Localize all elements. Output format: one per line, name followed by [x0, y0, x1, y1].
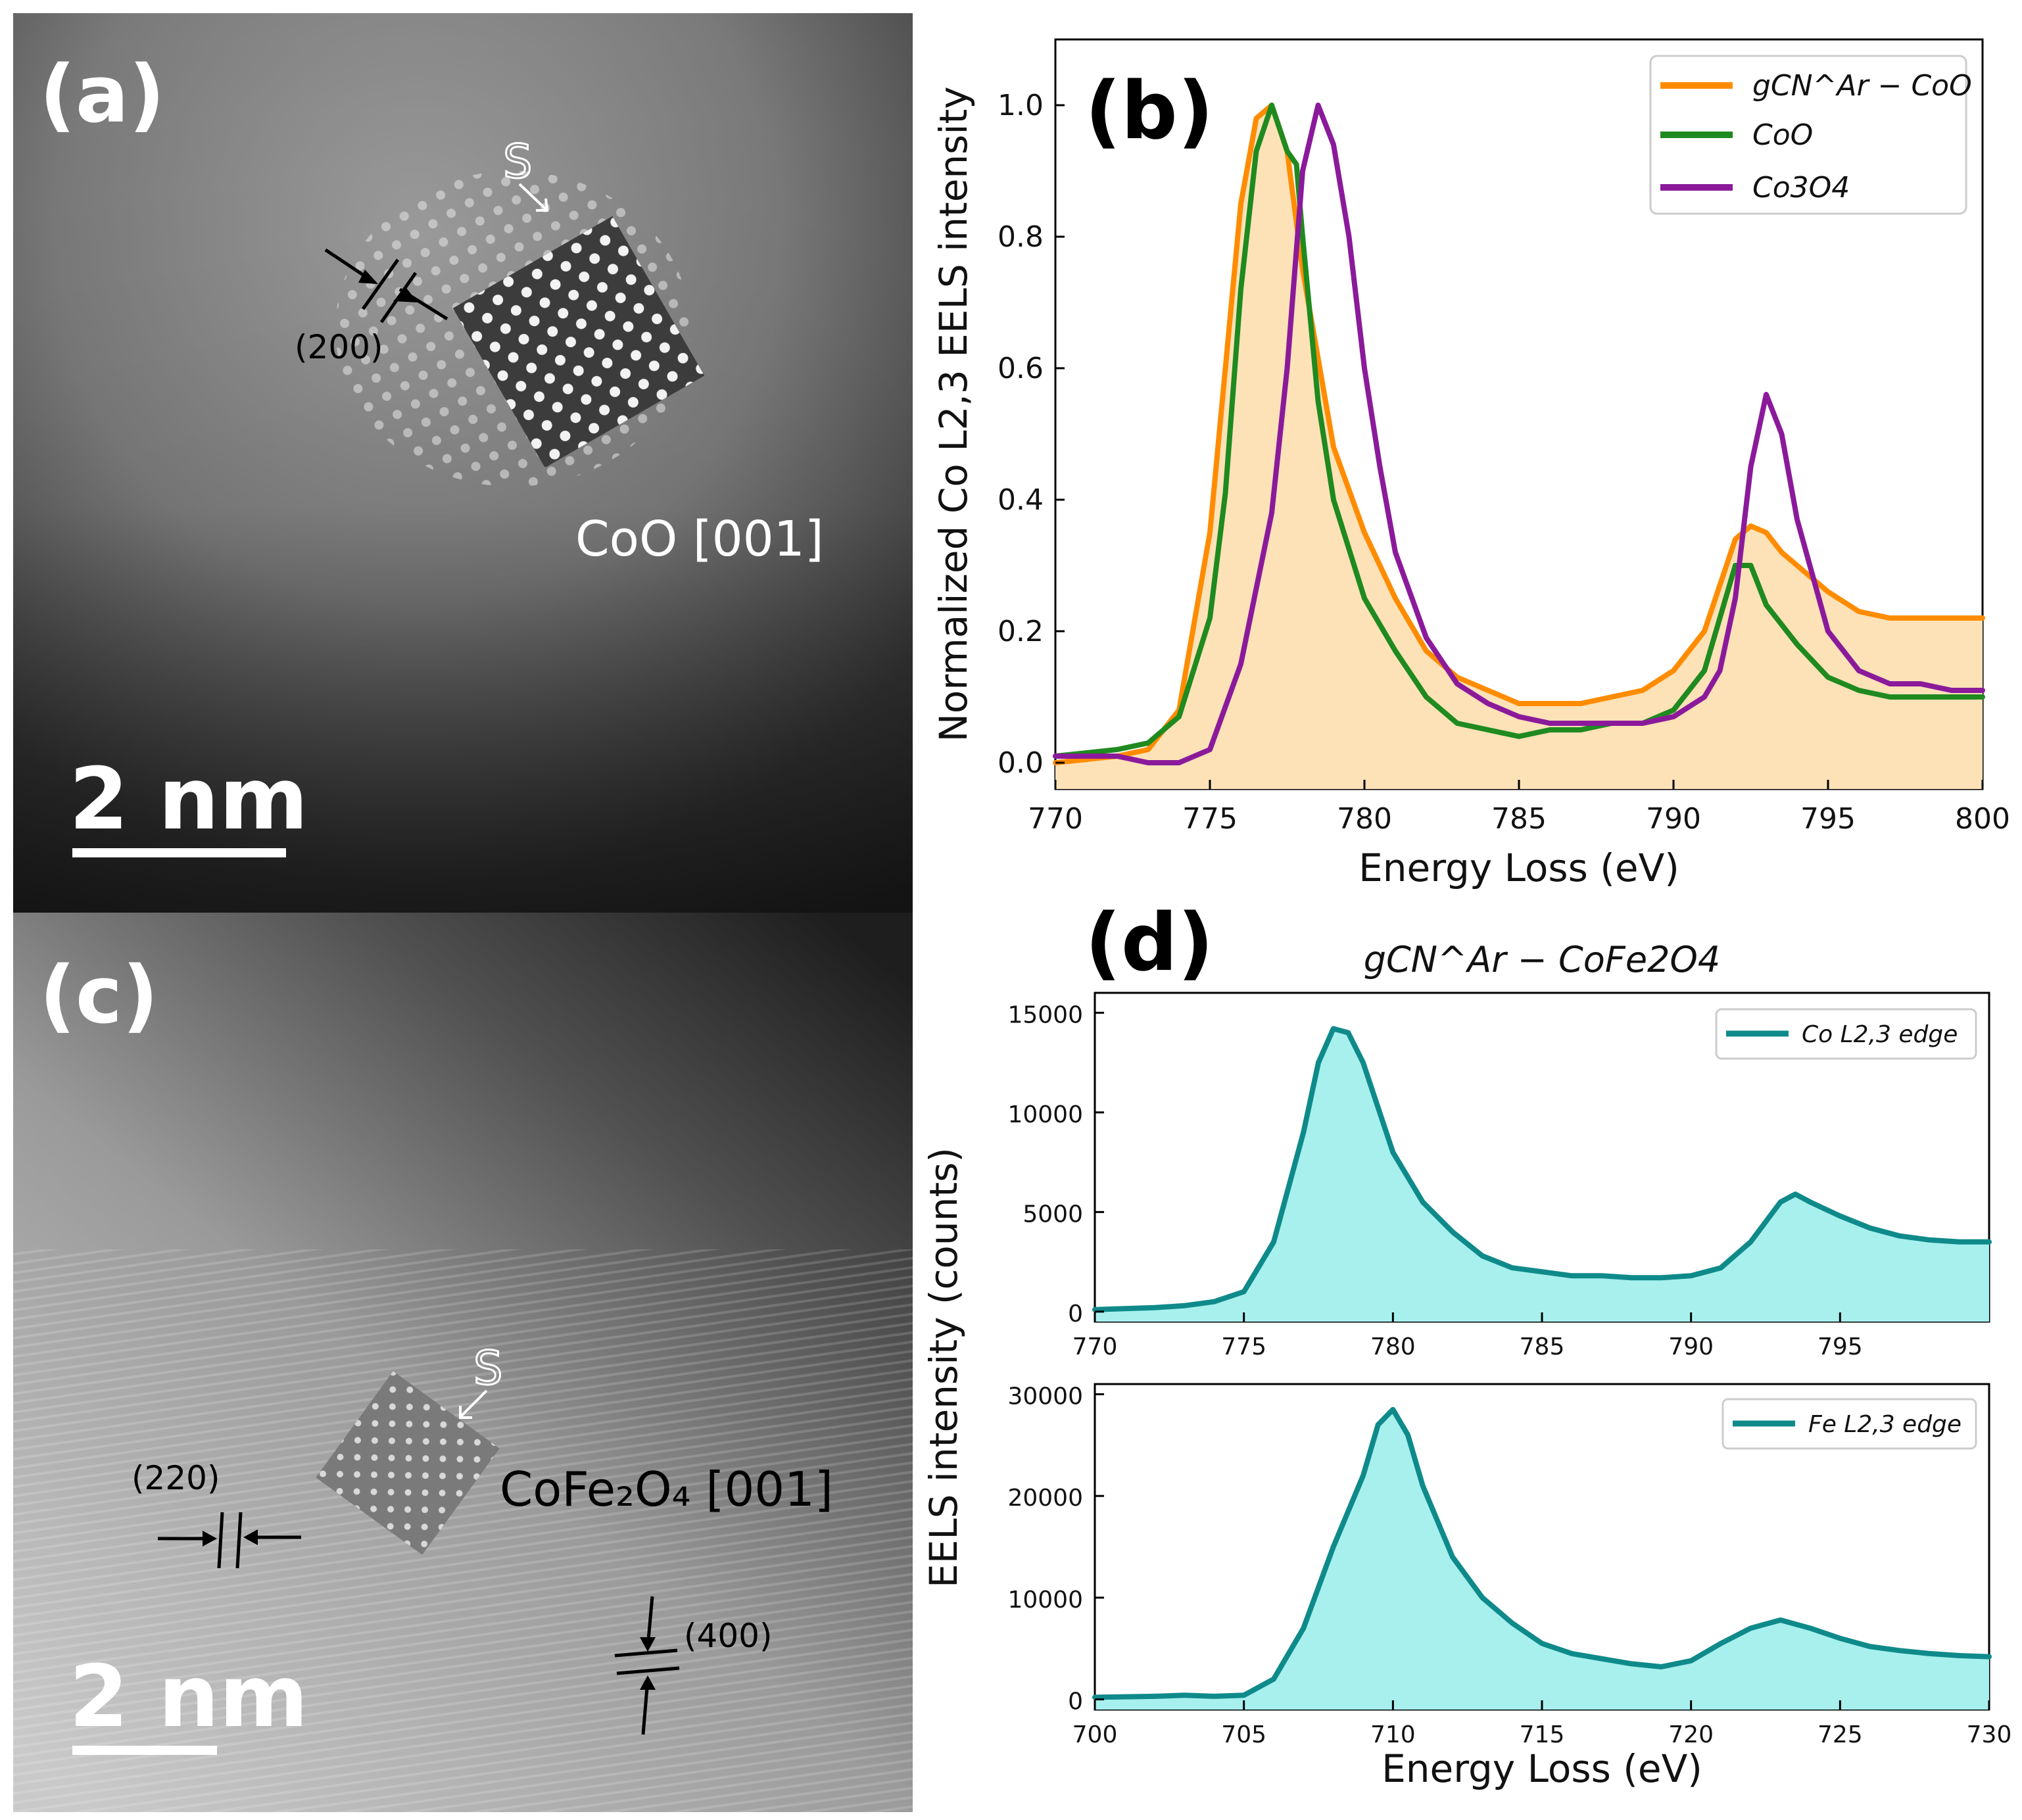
- panel-a-scale-bar-label: 2 nm: [69, 749, 308, 849]
- b-series-0-line: [1053, 103, 1985, 765]
- chart-d-bottom-legend-box: [1721, 1398, 1977, 1450]
- d2-xtick-label-700: 700: [1072, 1721, 1118, 1748]
- b-ytick-label-0.8: 0.8: [998, 220, 1044, 254]
- panel-c-plane-marker-400: [614, 1596, 680, 1735]
- b-ytick-label-0.4: 0.4: [998, 483, 1044, 517]
- b-ytick-label-0.6: 0.6: [998, 352, 1044, 385]
- d2-xtick-label-715: 715: [1520, 1721, 1565, 1748]
- d1-series-0-area: [1095, 1028, 1989, 1322]
- legend-label-fe-edge: Fe L2,3 edge: [1808, 1411, 1962, 1438]
- b-xtick-label-775: 775: [1182, 802, 1238, 836]
- d1-xtick-label-795: 795: [1817, 1333, 1863, 1360]
- legend-label-co3o4: Co3O4: [1752, 171, 1850, 204]
- d1-xtick-label-775: 775: [1221, 1333, 1266, 1360]
- panel-a-zone-arrow: [518, 183, 549, 212]
- d2-xtick-label-710: 710: [1370, 1721, 1416, 1748]
- b-xtick-label-785: 785: [1491, 802, 1547, 836]
- panel-c-scale-bar-label: 2 nm: [69, 1646, 308, 1746]
- b-series-1-line: [1053, 103, 1985, 759]
- panel-c-phase-label: CoFe₂O₄ [001]: [500, 1462, 833, 1517]
- chart-d-top: 770 775 780 785 790 795 0 5000 10000 15000 Co L2,…: [1007, 992, 1992, 1360]
- panel-c-scale-bar: [72, 1746, 217, 1755]
- b-ytick-label-0.2: 0.2: [998, 615, 1044, 648]
- d2-xtick-label-720: 720: [1668, 1721, 1714, 1748]
- panel-c-zone-arrow: [459, 1389, 488, 1419]
- legend-label-co-edge: Co L2,3 edge: [1802, 1021, 1958, 1048]
- panel-a-plane-label: (200): [295, 328, 383, 366]
- panel-c-label: (c): [39, 950, 158, 1042]
- b-ytick-label-1: 1.0: [998, 89, 1044, 122]
- panel-c-zone-label: S: [473, 1341, 502, 1395]
- chart-d-title: gCN^Ar − CoFe2O4: [1364, 939, 1721, 980]
- d1-ytick-label-0: 0: [1068, 1301, 1083, 1328]
- d2-ytick-label-30000: 30000: [1007, 1383, 1083, 1410]
- d2-series-0-area: [1095, 1409, 1989, 1710]
- d2-xtick-label-730: 730: [1967, 1721, 2012, 1748]
- d1-ytick-label-5000: 5000: [1023, 1201, 1083, 1228]
- d2-ytick-label-0: 0: [1068, 1688, 1083, 1715]
- chart-b-legend: gCN^Ar − CoO CoO Co3O4: [1649, 55, 1972, 215]
- d2-xtick-label-725: 725: [1817, 1721, 1863, 1748]
- d2-ytick-label-20000: 20000: [1007, 1485, 1083, 1512]
- chart-d-xlabel: Energy Loss (eV): [1382, 1746, 1702, 1791]
- legend-label-coo: CoO: [1752, 118, 1813, 152]
- panel-a-micrograph: (a) S (200) CoO [001] 2 nm: [13, 13, 913, 913]
- d1-ytick-label-10000: 10000: [1007, 1101, 1083, 1128]
- d2-ytick-label-10000: 10000: [1007, 1587, 1083, 1614]
- b-series-2-line: [1053, 103, 1985, 765]
- panel-a-plane-marker: [324, 248, 448, 323]
- b-xtick-label-795: 795: [1800, 802, 1856, 836]
- chart-b-ylabel: Normalized Co L2,3 EELS intensity: [931, 86, 976, 742]
- chart-d-top-legend-box: [1715, 1008, 1977, 1060]
- panel-a-phase-label: CoO [001]: [575, 511, 824, 567]
- panel-b-label: (b): [1085, 66, 1214, 157]
- b-ytick-label-0: 0.0: [998, 746, 1044, 780]
- chart-d-ylabel: EELS intensity (counts): [921, 1147, 966, 1588]
- d1-xtick-label-780: 780: [1370, 1333, 1416, 1360]
- chart-b-xlabel: Energy Loss (eV): [1359, 846, 1679, 890]
- panel-c-micrograph: (c) S CoFe₂O₄ [001] (220) (400) 2 nm: [13, 913, 913, 1812]
- b-xtick-label-780: 780: [1337, 802, 1392, 836]
- b-xtick-label-770: 770: [1028, 802, 1083, 836]
- d2-xtick-label-705: 705: [1221, 1721, 1266, 1748]
- panel-c-plane-label-220: (220): [132, 1459, 220, 1497]
- d1-xtick-label-770: 770: [1072, 1333, 1118, 1360]
- b-xtick-label-790: 790: [1646, 802, 1701, 836]
- d1-xtick-label-785: 785: [1520, 1333, 1565, 1360]
- panel-c-plane-marker-220: [158, 1512, 301, 1569]
- d2-series-0-line: [1092, 1406, 1992, 1700]
- legend-label-gcn-coo: gCN^Ar − CoO: [1752, 69, 1972, 103]
- d1-ytick-label-15000: 15000: [1007, 1001, 1083, 1028]
- panel-d-label: (d): [1085, 898, 1214, 989]
- panel-d: (d) gCN^Ar − CoFe2O4 EELS intensity (cou…: [921, 898, 1720, 1791]
- panel-a-zone-label: S: [503, 135, 532, 189]
- d1-xtick-label-790: 790: [1668, 1333, 1714, 1360]
- panel-c-plane-label-400: (400): [684, 1617, 772, 1655]
- chart-b-legend-box: [1649, 55, 1967, 215]
- b-series-0-area: [1055, 105, 1983, 789]
- panel-a-scale-bar: [72, 848, 286, 857]
- chart-d-bottom: 700 705 710 715 720 725 730 0 10000 20000 30000 Fe…: [1007, 1383, 2011, 1748]
- d1-series-0-line: [1092, 1026, 1992, 1312]
- chart-b: 770 775 780 785 790 795 800 0.0 0.2 0.4 0.6 0.8 1.0…: [931, 38, 2010, 890]
- b-xtick-label-800: 800: [1955, 802, 2010, 836]
- panel-a-label: (a): [39, 49, 165, 141]
